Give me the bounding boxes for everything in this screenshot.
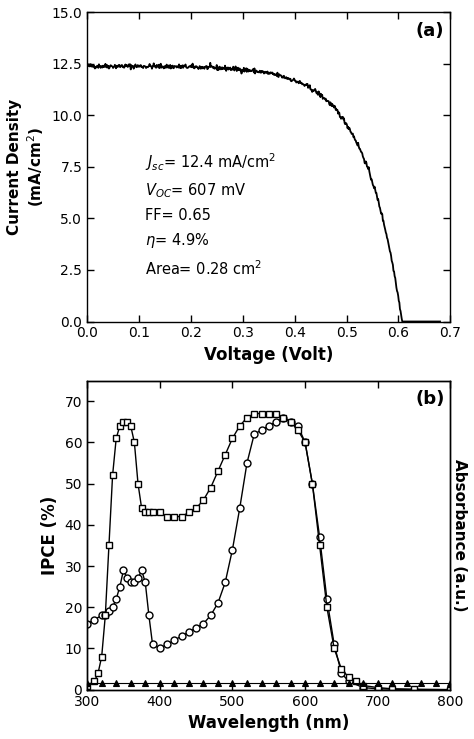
Y-axis label: Current Density
(mA/cm$^2$): Current Density (mA/cm$^2$)	[7, 99, 46, 235]
Text: (a): (a)	[416, 21, 445, 40]
Text: (b): (b)	[416, 390, 445, 408]
Y-axis label: Absorbance (a.u.): Absorbance (a.u.)	[452, 459, 467, 611]
Text: $J_{sc}$= 12.4 mA/cm$^2$
$V_{OC}$= 607 mV
FF= 0.65
$\eta$= 4.9%
Area= 0.28 cm$^2: $J_{sc}$= 12.4 mA/cm$^2$ $V_{OC}$= 607 m…	[145, 151, 276, 278]
X-axis label: Wavelength (nm): Wavelength (nm)	[188, 714, 349, 732]
Y-axis label: IPCE (%): IPCE (%)	[41, 495, 59, 575]
X-axis label: Voltage (Volt): Voltage (Volt)	[204, 346, 333, 364]
